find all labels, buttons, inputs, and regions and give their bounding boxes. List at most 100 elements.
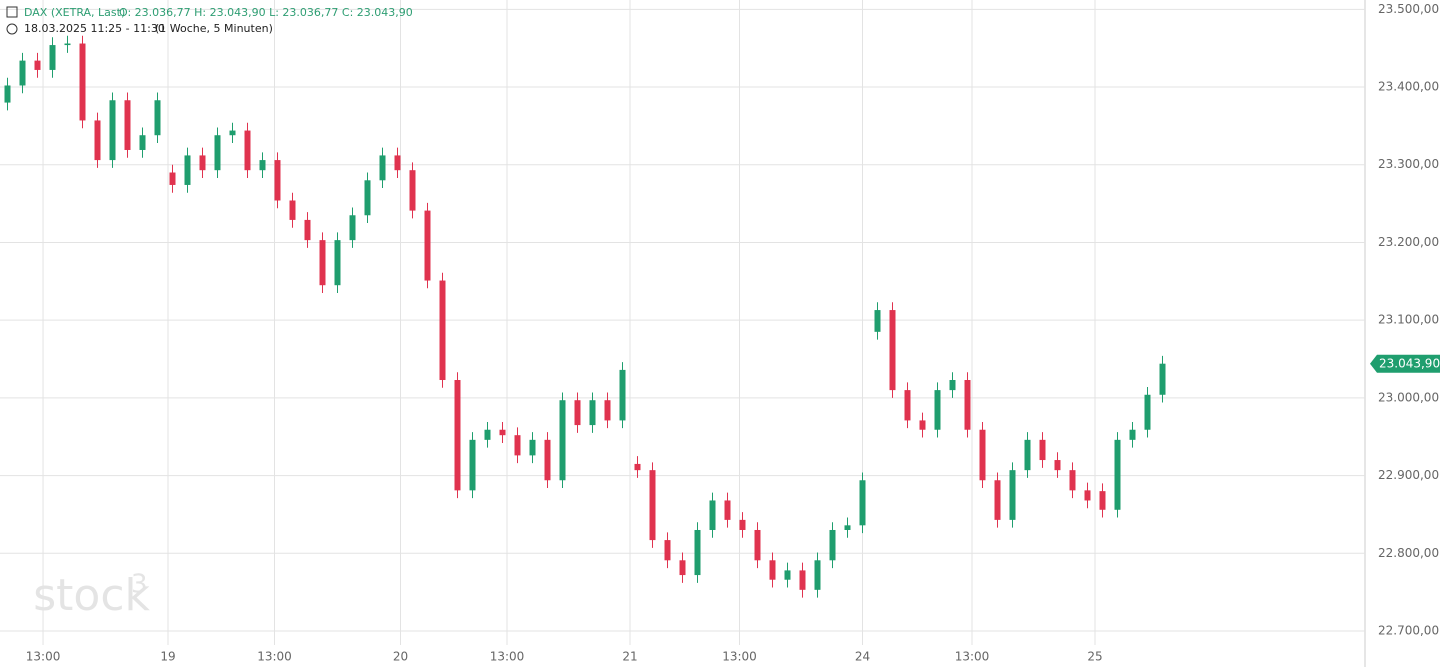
watermark-sup: 3 xyxy=(131,570,148,600)
candle-body xyxy=(589,400,596,426)
candle-body xyxy=(634,463,641,471)
x-tick-label: 13:00 xyxy=(955,650,990,664)
candle-body xyxy=(844,525,851,530)
candle-body xyxy=(124,100,131,150)
x-tick-label: 25 xyxy=(1087,650,1102,664)
candle-body xyxy=(274,160,281,201)
candle-body xyxy=(484,429,491,440)
candle-body xyxy=(349,215,356,241)
y-tick-label: 23.200,00 xyxy=(1378,235,1439,249)
y-tick-label: 23.300,00 xyxy=(1378,157,1439,171)
candle-body xyxy=(919,420,926,430)
candle-body xyxy=(19,60,26,86)
candle-body xyxy=(979,429,986,481)
y-tick-label: 23.100,00 xyxy=(1378,313,1439,327)
candle-body xyxy=(529,439,536,456)
candle-body xyxy=(394,155,401,171)
candle-body xyxy=(1024,439,1031,471)
y-tick-label: 23.000,00 xyxy=(1378,390,1439,404)
candle-body xyxy=(289,200,296,220)
candle-body xyxy=(364,180,371,216)
candle-body xyxy=(1069,470,1076,491)
candle-body xyxy=(94,120,101,161)
price-tag xyxy=(1370,354,1440,373)
candle-body xyxy=(814,560,821,590)
candle-body xyxy=(799,570,806,590)
candle-body xyxy=(454,380,461,491)
candle-body xyxy=(949,380,956,391)
candle-body xyxy=(424,210,431,281)
candle-body xyxy=(64,43,71,46)
header-icon xyxy=(6,6,18,18)
candle-body xyxy=(4,85,11,103)
candle-body xyxy=(829,529,836,561)
candle-body xyxy=(1159,363,1166,395)
x-tick-label: 20 xyxy=(393,650,408,664)
y-tick-label: 22.800,00 xyxy=(1378,546,1439,560)
x-tick-label: 24 xyxy=(855,650,870,664)
header-title: DAX (XETRA, Last) xyxy=(24,6,125,19)
candle-body xyxy=(319,240,326,286)
candle-body xyxy=(1009,470,1016,520)
candle-body xyxy=(964,380,971,430)
candle-body xyxy=(1099,491,1106,510)
x-tick-label: 21 xyxy=(622,650,637,664)
candle-body xyxy=(934,390,941,430)
x-tick-label: 19 xyxy=(160,650,175,664)
price-tag-label: 23.043,90 xyxy=(1379,356,1440,370)
candle-body xyxy=(169,172,176,185)
candle-body xyxy=(574,400,581,426)
candle-body xyxy=(34,60,41,70)
candle-body xyxy=(499,429,506,436)
candle-body xyxy=(739,519,746,530)
candle-body xyxy=(1144,394,1151,430)
x-tick-label: 13:00 xyxy=(490,650,525,664)
clock-icon xyxy=(6,23,18,35)
candle-body xyxy=(139,135,146,150)
candle-body xyxy=(709,500,716,530)
candle-body xyxy=(514,435,521,456)
candle-body xyxy=(409,170,416,211)
header-period: (1 Woche, 5 Minuten) xyxy=(155,22,273,35)
candle-body xyxy=(1054,460,1061,471)
header-ohlc: O: 23.036,77 H: 23.043,90 L: 23.036,77 C… xyxy=(119,6,413,19)
x-tick-label: 13:00 xyxy=(26,650,61,664)
candle-body xyxy=(304,219,311,241)
candle-body xyxy=(1084,490,1091,501)
candle-body xyxy=(784,570,791,580)
watermark: stock xyxy=(33,570,150,621)
candle-body xyxy=(544,439,551,481)
candle-body xyxy=(184,155,191,185)
candle-body xyxy=(859,480,866,526)
candle-body xyxy=(694,529,701,576)
candle-body xyxy=(109,100,116,161)
candle-body xyxy=(244,130,251,171)
x-tick-label: 13:00 xyxy=(722,650,757,664)
candle-body xyxy=(334,240,341,286)
candle-body xyxy=(439,280,446,381)
y-tick-label: 23.500,00 xyxy=(1378,2,1439,16)
candle-body xyxy=(1039,439,1046,461)
candle-body xyxy=(769,560,776,580)
candle-body xyxy=(679,560,686,576)
candle-body xyxy=(754,529,761,561)
candle-body xyxy=(649,470,656,541)
candle-body xyxy=(724,500,731,520)
candle-body xyxy=(604,400,611,421)
y-tick-label: 22.900,00 xyxy=(1378,468,1439,482)
candle-body xyxy=(49,45,56,70)
candle-body xyxy=(199,155,206,171)
candle-body xyxy=(1129,429,1136,440)
candle-body xyxy=(154,100,161,136)
candle-body xyxy=(994,480,1001,520)
candle-body xyxy=(469,439,476,491)
candle-body xyxy=(1114,439,1121,510)
candle-body xyxy=(79,43,86,121)
candle-body xyxy=(889,310,896,391)
candle-body xyxy=(904,390,911,421)
candle-body xyxy=(664,540,671,561)
candle-body xyxy=(214,135,221,171)
candle-body xyxy=(229,130,236,136)
candle-body xyxy=(874,310,881,332)
